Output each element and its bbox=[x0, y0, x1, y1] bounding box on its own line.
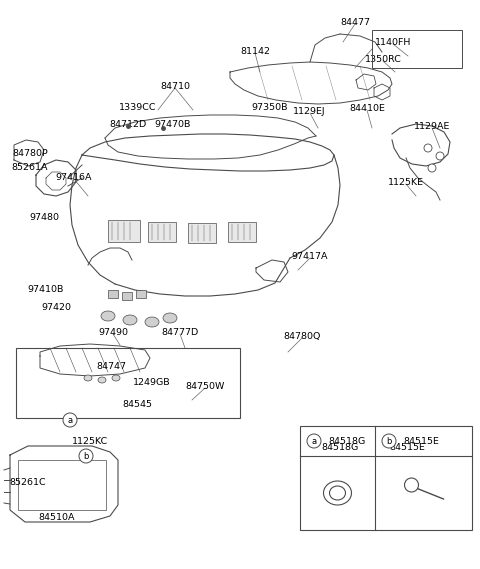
Bar bbox=[188, 223, 216, 243]
Text: 97470B: 97470B bbox=[155, 120, 191, 129]
Text: 97410B: 97410B bbox=[28, 285, 64, 294]
Bar bbox=[372, 30, 462, 68]
Text: b: b bbox=[84, 451, 89, 460]
Text: 84545: 84545 bbox=[122, 400, 152, 409]
Bar bbox=[228, 222, 256, 242]
Text: 1129AE: 1129AE bbox=[414, 122, 450, 131]
Bar bbox=[122, 292, 132, 300]
Text: 1129EJ: 1129EJ bbox=[293, 107, 325, 116]
Text: 84518G: 84518G bbox=[328, 436, 365, 446]
Text: 97417A: 97417A bbox=[292, 252, 328, 261]
Text: 97420: 97420 bbox=[41, 303, 71, 312]
Text: 84515E: 84515E bbox=[389, 443, 425, 452]
Text: 84780Q: 84780Q bbox=[283, 332, 321, 341]
Ellipse shape bbox=[98, 377, 106, 383]
Text: 84747: 84747 bbox=[96, 362, 126, 371]
Bar bbox=[18, 460, 106, 510]
Text: a: a bbox=[312, 436, 317, 446]
Circle shape bbox=[428, 164, 436, 172]
Circle shape bbox=[424, 144, 432, 152]
Text: 85261C: 85261C bbox=[10, 478, 46, 487]
Bar bbox=[16, 348, 240, 418]
Text: a: a bbox=[67, 415, 72, 424]
Ellipse shape bbox=[123, 315, 137, 325]
Ellipse shape bbox=[329, 486, 346, 500]
Ellipse shape bbox=[101, 311, 115, 321]
Text: 97350B: 97350B bbox=[252, 103, 288, 112]
Circle shape bbox=[382, 434, 396, 448]
Bar bbox=[108, 220, 140, 242]
Bar bbox=[300, 426, 472, 530]
Text: 84518G: 84518G bbox=[322, 443, 359, 452]
Text: 97490: 97490 bbox=[98, 328, 128, 337]
Text: 1125KC: 1125KC bbox=[72, 437, 108, 446]
Text: 1249GB: 1249GB bbox=[133, 378, 171, 387]
Ellipse shape bbox=[84, 375, 92, 381]
Bar bbox=[148, 222, 176, 242]
Ellipse shape bbox=[112, 375, 120, 381]
Text: 97480: 97480 bbox=[29, 213, 59, 222]
Text: 84710: 84710 bbox=[160, 82, 190, 91]
Circle shape bbox=[79, 449, 93, 463]
Text: 84777D: 84777D bbox=[161, 328, 199, 337]
Text: 1350RC: 1350RC bbox=[365, 55, 401, 64]
Circle shape bbox=[63, 413, 77, 427]
Text: 85261A: 85261A bbox=[12, 163, 48, 172]
Ellipse shape bbox=[145, 317, 159, 327]
Ellipse shape bbox=[163, 313, 177, 323]
Text: 84712D: 84712D bbox=[109, 120, 146, 129]
Circle shape bbox=[307, 434, 321, 448]
Text: 84477: 84477 bbox=[340, 18, 370, 27]
Bar bbox=[136, 290, 146, 298]
Text: 97416A: 97416A bbox=[56, 173, 92, 182]
Text: 81142: 81142 bbox=[240, 47, 270, 56]
Text: b: b bbox=[386, 436, 392, 446]
Circle shape bbox=[405, 478, 419, 492]
Text: 1125KE: 1125KE bbox=[388, 178, 424, 187]
Bar bbox=[108, 290, 118, 298]
Text: 1339CC: 1339CC bbox=[119, 103, 157, 112]
Text: 1140FH: 1140FH bbox=[375, 38, 411, 47]
Text: 84410E: 84410E bbox=[349, 104, 385, 113]
Text: 84750W: 84750W bbox=[185, 382, 225, 391]
Text: 84510A: 84510A bbox=[39, 513, 75, 522]
Text: 84780P: 84780P bbox=[12, 149, 48, 158]
Text: 84515E: 84515E bbox=[403, 436, 439, 446]
Circle shape bbox=[436, 152, 444, 160]
